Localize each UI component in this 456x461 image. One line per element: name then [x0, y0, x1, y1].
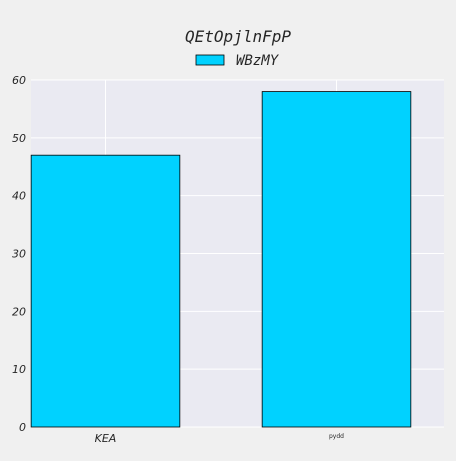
- legend-label: WBzMY: [236, 53, 280, 69]
- y-tick-label: 0: [19, 421, 26, 434]
- y-tick-label: 30: [12, 248, 26, 261]
- bar-pydd: [261, 91, 412, 428]
- x-axis: KEA pydd: [95, 432, 345, 445]
- chart-title: QEtOpjlnFpP: [185, 27, 291, 46]
- legend-swatch: [195, 54, 225, 66]
- bar-kea: [30, 154, 181, 428]
- y-tick-label: 20: [12, 305, 26, 318]
- y-tick-label: 40: [12, 190, 26, 203]
- y-tick-label: 60: [12, 74, 26, 87]
- legend: WBzMY: [195, 53, 280, 69]
- y-axis: 0 10 20 30 40 50 60: [12, 74, 26, 434]
- x-tick-label: pydd: [329, 433, 344, 440]
- y-tick-label: 50: [12, 132, 26, 145]
- x-tick-label: KEA: [95, 432, 117, 445]
- y-tick-label: 10: [12, 363, 26, 376]
- bars: [30, 91, 412, 428]
